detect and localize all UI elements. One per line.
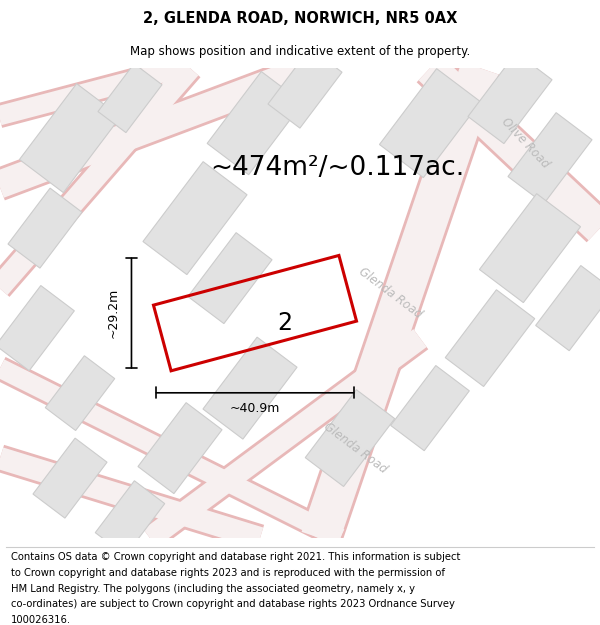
Text: Glenda Road: Glenda Road — [356, 265, 424, 321]
Text: ~40.9m: ~40.9m — [230, 402, 280, 416]
Polygon shape — [391, 366, 469, 451]
Polygon shape — [508, 112, 592, 204]
Text: ~29.2m: ~29.2m — [107, 288, 120, 338]
Text: Contains OS data © Crown copyright and database right 2021. This information is : Contains OS data © Crown copyright and d… — [11, 552, 460, 562]
Polygon shape — [379, 69, 481, 178]
Polygon shape — [95, 481, 165, 556]
Polygon shape — [203, 337, 297, 439]
Text: Glenda Road: Glenda Road — [321, 420, 389, 476]
Polygon shape — [33, 438, 107, 518]
Text: co-ordinates) are subject to Crown copyright and database rights 2023 Ordnance S: co-ordinates) are subject to Crown copyr… — [11, 599, 455, 609]
Polygon shape — [188, 232, 272, 324]
Polygon shape — [98, 64, 162, 132]
Text: 2: 2 — [277, 311, 293, 335]
Polygon shape — [468, 52, 552, 144]
Polygon shape — [8, 188, 82, 268]
Polygon shape — [445, 290, 535, 386]
Text: HM Land Registry. The polygons (including the associated geometry, namely x, y: HM Land Registry. The polygons (includin… — [11, 584, 415, 594]
Polygon shape — [536, 266, 600, 351]
Polygon shape — [19, 84, 121, 192]
Polygon shape — [268, 48, 342, 128]
Text: Map shows position and indicative extent of the property.: Map shows position and indicative extent… — [130, 45, 470, 58]
Text: 2, GLENDA ROAD, NORWICH, NR5 0AX: 2, GLENDA ROAD, NORWICH, NR5 0AX — [143, 11, 457, 26]
Polygon shape — [143, 162, 247, 274]
Polygon shape — [138, 402, 222, 494]
Polygon shape — [0, 286, 74, 371]
Text: 100026316.: 100026316. — [11, 615, 71, 625]
Text: Olive Road: Olive Road — [499, 116, 551, 171]
Polygon shape — [305, 390, 395, 486]
Polygon shape — [207, 71, 303, 175]
Polygon shape — [479, 194, 581, 302]
Text: ~474m²/~0.117ac.: ~474m²/~0.117ac. — [210, 155, 464, 181]
Text: to Crown copyright and database rights 2023 and is reproduced with the permissio: to Crown copyright and database rights 2… — [11, 568, 445, 578]
Polygon shape — [45, 356, 115, 431]
